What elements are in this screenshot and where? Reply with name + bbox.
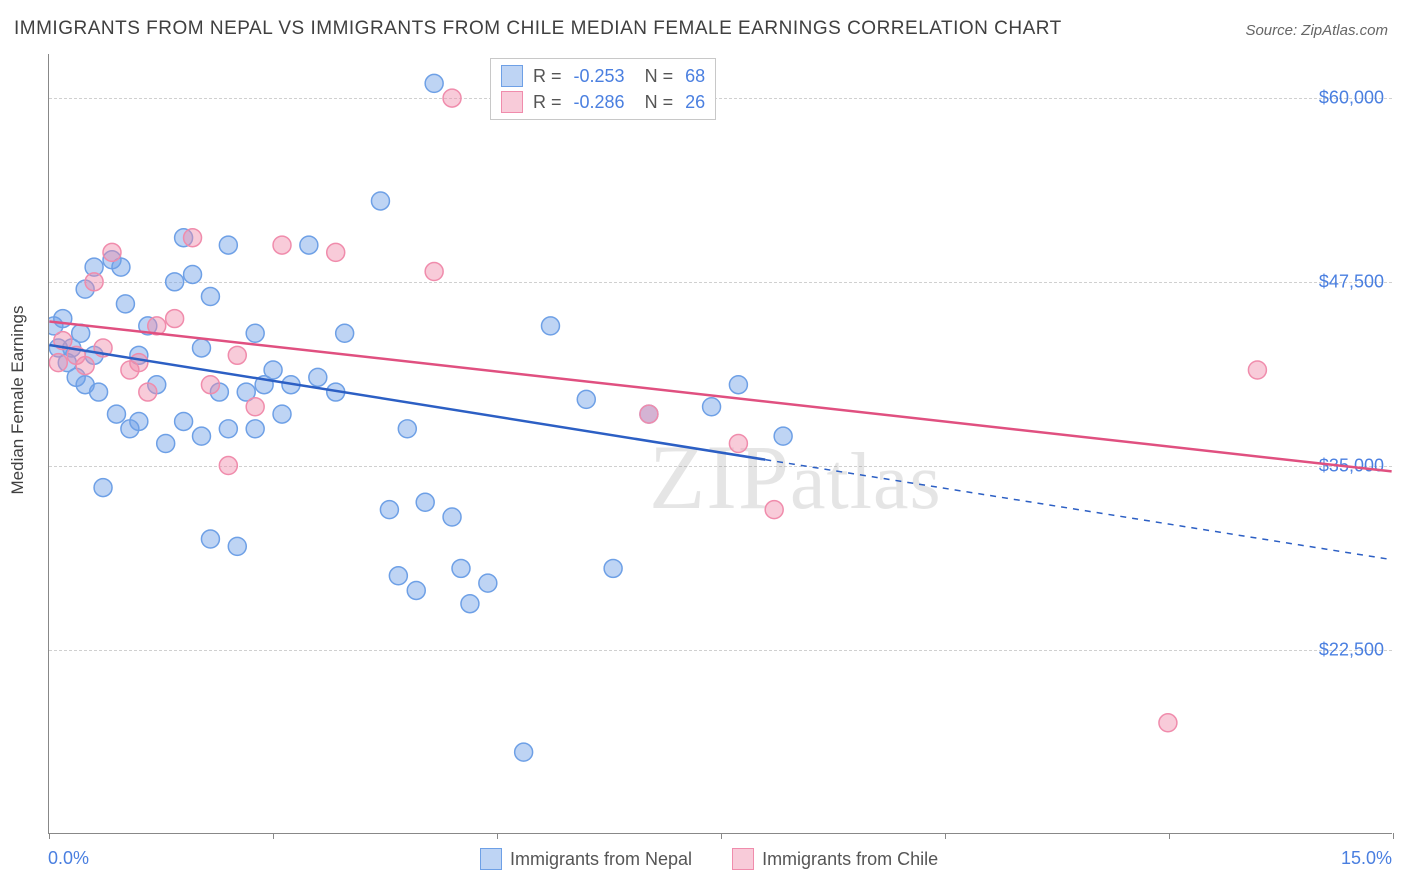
legend-stat-row-nepal: R = -0.253 N = 68 (501, 63, 705, 89)
scatter-point-nepal (452, 559, 470, 577)
scatter-point-nepal (192, 339, 210, 357)
scatter-point-nepal (479, 574, 497, 592)
scatter-point-nepal (130, 412, 148, 430)
regression-line-dash-nepal (765, 460, 1391, 560)
x-tick (721, 833, 722, 839)
scatter-point-nepal (371, 192, 389, 210)
scatter-point-nepal (398, 420, 416, 438)
scatter-point-chile (246, 398, 264, 416)
legend-swatch-nepal (480, 848, 502, 870)
scatter-point-nepal (380, 501, 398, 519)
scatter-point-chile (219, 457, 237, 475)
x-axis-max-label: 15.0% (1341, 848, 1392, 869)
scatter-point-chile (76, 357, 94, 375)
x-tick (1393, 833, 1394, 839)
scatter-point-nepal (577, 390, 595, 408)
scatter-point-nepal (166, 273, 184, 291)
scatter-point-nepal (246, 324, 264, 342)
scatter-point-chile (139, 383, 157, 401)
scatter-point-nepal (729, 376, 747, 394)
scatter-point-chile (166, 310, 184, 328)
scatter-point-chile (765, 501, 783, 519)
scatter-point-chile (640, 405, 658, 423)
scatter-point-chile (103, 243, 121, 261)
scatter-point-nepal (246, 420, 264, 438)
legend-swatch-nepal (501, 65, 523, 87)
scatter-point-nepal (703, 398, 721, 416)
scatter-point-nepal (184, 265, 202, 283)
scatter-point-nepal (90, 383, 108, 401)
x-axis-min-label: 0.0% (48, 848, 89, 869)
scatter-point-nepal (192, 427, 210, 445)
legend-swatch-chile (501, 91, 523, 113)
legend-n-label: N = (645, 92, 674, 113)
legend-swatch-chile (732, 848, 754, 870)
scatter-point-nepal (219, 236, 237, 254)
source-attribution: Source: ZipAtlas.com (1245, 22, 1388, 39)
x-tick (273, 833, 274, 839)
scatter-point-chile (443, 89, 461, 107)
chart-title: IMMIGRANTS FROM NEPAL VS IMMIGRANTS FROM… (14, 18, 1062, 40)
legend-correlation-box: R = -0.253 N = 68 R = -0.286 N = 26 (490, 58, 716, 120)
scatter-point-nepal (604, 559, 622, 577)
scatter-point-nepal (389, 567, 407, 585)
scatter-point-nepal (107, 405, 125, 423)
x-tick (945, 833, 946, 839)
scatter-point-nepal (425, 74, 443, 92)
legend-series: Immigrants from Nepal Immigrants from Chi… (480, 848, 938, 870)
x-tick (1169, 833, 1170, 839)
chart-svg (49, 54, 1392, 833)
scatter-point-chile (327, 243, 345, 261)
scatter-point-nepal (443, 508, 461, 526)
scatter-point-chile (1248, 361, 1266, 379)
scatter-point-chile (184, 229, 202, 247)
scatter-point-nepal (72, 324, 90, 342)
scatter-point-nepal (175, 412, 193, 430)
legend-n-label: N = (645, 66, 674, 87)
scatter-point-chile (729, 435, 747, 453)
legend-n-value-nepal: 68 (685, 66, 705, 87)
x-tick (49, 833, 50, 839)
scatter-point-chile (228, 346, 246, 364)
scatter-point-nepal (515, 743, 533, 761)
scatter-point-chile (85, 273, 103, 291)
legend-series-item-chile: Immigrants from Chile (732, 848, 938, 870)
scatter-point-nepal (461, 595, 479, 613)
legend-series-label-nepal: Immigrants from Nepal (510, 849, 692, 870)
scatter-point-nepal (541, 317, 559, 335)
legend-r-label: R = (533, 92, 562, 113)
legend-r-value-chile: -0.286 (574, 92, 625, 113)
scatter-point-chile (201, 376, 219, 394)
scatter-point-nepal (201, 530, 219, 548)
y-axis-label: Median Female Earnings (8, 306, 28, 495)
scatter-point-chile (130, 354, 148, 372)
scatter-point-nepal (94, 479, 112, 497)
legend-series-item-nepal: Immigrants from Nepal (480, 848, 692, 870)
plot-area: ZIPatlas $22,500$35,000$47,500$60,000 (48, 54, 1392, 834)
scatter-point-nepal (273, 405, 291, 423)
scatter-point-nepal (219, 420, 237, 438)
scatter-point-chile (273, 236, 291, 254)
scatter-point-nepal (300, 236, 318, 254)
scatter-point-nepal (116, 295, 134, 313)
legend-stat-row-chile: R = -0.286 N = 26 (501, 89, 705, 115)
scatter-point-nepal (774, 427, 792, 445)
scatter-point-chile (425, 263, 443, 281)
scatter-point-chile (1159, 714, 1177, 732)
scatter-point-nepal (264, 361, 282, 379)
scatter-point-nepal (228, 537, 246, 555)
scatter-point-chile (49, 354, 67, 372)
scatter-point-nepal (336, 324, 354, 342)
scatter-point-nepal (201, 288, 219, 306)
legend-n-value-chile: 26 (685, 92, 705, 113)
legend-series-label-chile: Immigrants from Chile (762, 849, 938, 870)
scatter-point-nepal (157, 435, 175, 453)
legend-r-label: R = (533, 66, 562, 87)
x-tick (497, 833, 498, 839)
scatter-point-nepal (407, 581, 425, 599)
scatter-point-nepal (416, 493, 434, 511)
legend-r-value-nepal: -0.253 (574, 66, 625, 87)
scatter-point-nepal (309, 368, 327, 386)
